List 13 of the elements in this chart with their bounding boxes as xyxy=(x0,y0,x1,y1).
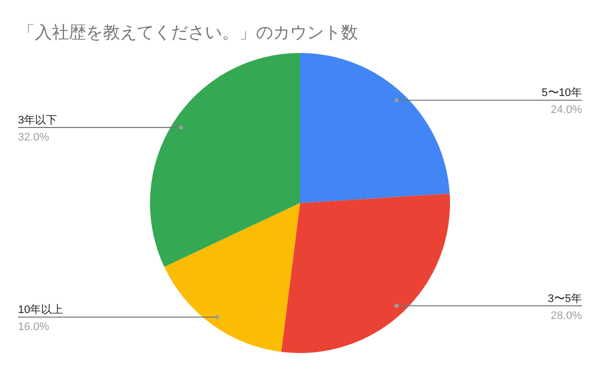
data-label: 28.0% xyxy=(550,310,582,322)
data-label: 32.0% xyxy=(18,131,50,144)
slice-label: 5〜10年 xyxy=(542,87,582,100)
data-label: 16.0% xyxy=(18,321,50,334)
pie-slice xyxy=(300,53,450,203)
slice-label: 3〜5年 xyxy=(548,292,582,305)
pie-slice xyxy=(281,194,450,353)
slice-label: 3年以下 xyxy=(18,113,58,126)
data-label: 24.0% xyxy=(550,104,582,116)
chart-title: 「入社歴を教えてください。」のカウント数 xyxy=(18,23,358,42)
pie-slice xyxy=(164,203,300,352)
pie-slice xyxy=(150,53,300,267)
slice-label: 10年以上 xyxy=(18,303,64,316)
